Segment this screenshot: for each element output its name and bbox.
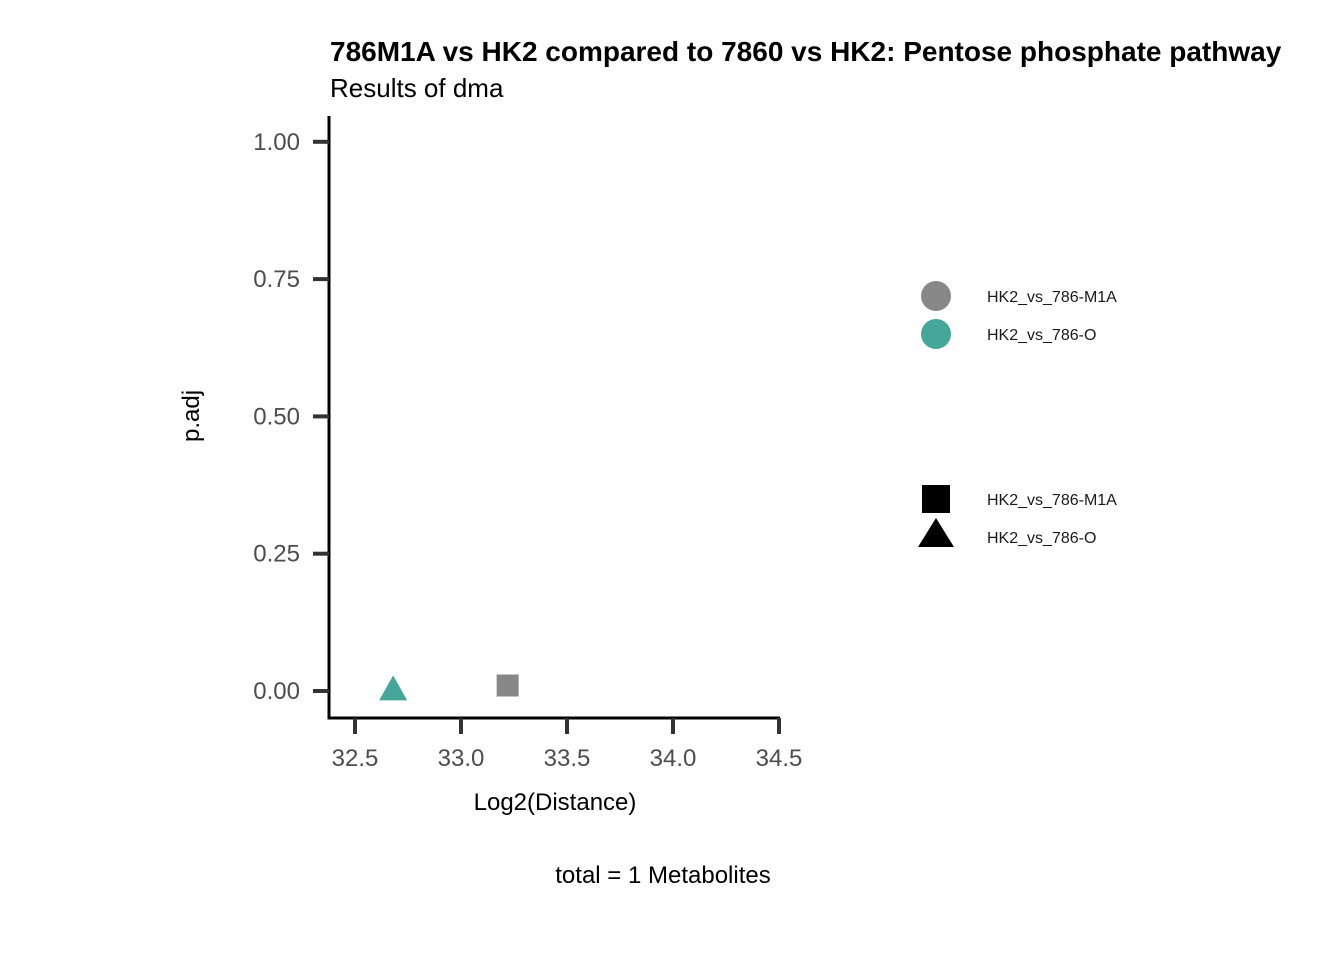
y-tick-label: 0.50 bbox=[253, 403, 300, 430]
plot-area: 0.00 0.25 0.50 0.75 1.00 32.5 33.0 33.5 34.0 34.5 bbox=[253, 116, 802, 772]
chart-title: 786M1A vs HK2 compared to 7860 vs HK2: P… bbox=[330, 36, 1282, 67]
x-tick-label: 32.5 bbox=[332, 745, 379, 772]
y-tick-label: 0.25 bbox=[253, 541, 300, 568]
legend-color-label: HK2_vs_786-O bbox=[987, 327, 1096, 344]
legend-shape-key-square bbox=[922, 485, 950, 513]
legend-shape-label: HK2_vs_786-M1A bbox=[987, 492, 1117, 509]
chart-subtitle: Results of dma bbox=[330, 73, 504, 103]
point-HK2_vs_786-O-triangle bbox=[379, 675, 408, 701]
legend-shape-key-triangle bbox=[918, 518, 954, 547]
x-tick-label: 33.5 bbox=[544, 745, 591, 772]
legend-color-label: HK2_vs_786-M1A bbox=[987, 289, 1117, 306]
legend-color-key bbox=[921, 319, 951, 349]
x-tick-label: 33.0 bbox=[438, 745, 485, 772]
x-axis-title: Log2(Distance) bbox=[474, 789, 637, 816]
legend: HK2_vs_786-M1A HK2_vs_786-O HK2_vs_786-M1A… bbox=[918, 281, 1117, 547]
legend-color-key bbox=[921, 281, 951, 311]
y-tick-label: 1.00 bbox=[253, 129, 300, 156]
x-tick-label: 34.5 bbox=[756, 745, 803, 772]
point-HK2_vs_786-M1A-square bbox=[496, 674, 519, 697]
y-axis-title: p.adj bbox=[178, 390, 205, 442]
y-tick-label: 0.00 bbox=[253, 678, 300, 705]
legend-shape-label: HK2_vs_786-O bbox=[987, 530, 1096, 547]
x-tick-label: 34.0 bbox=[650, 745, 697, 772]
caption: total = 1 Metabolites bbox=[555, 862, 770, 889]
y-tick-label: 0.75 bbox=[253, 266, 300, 293]
